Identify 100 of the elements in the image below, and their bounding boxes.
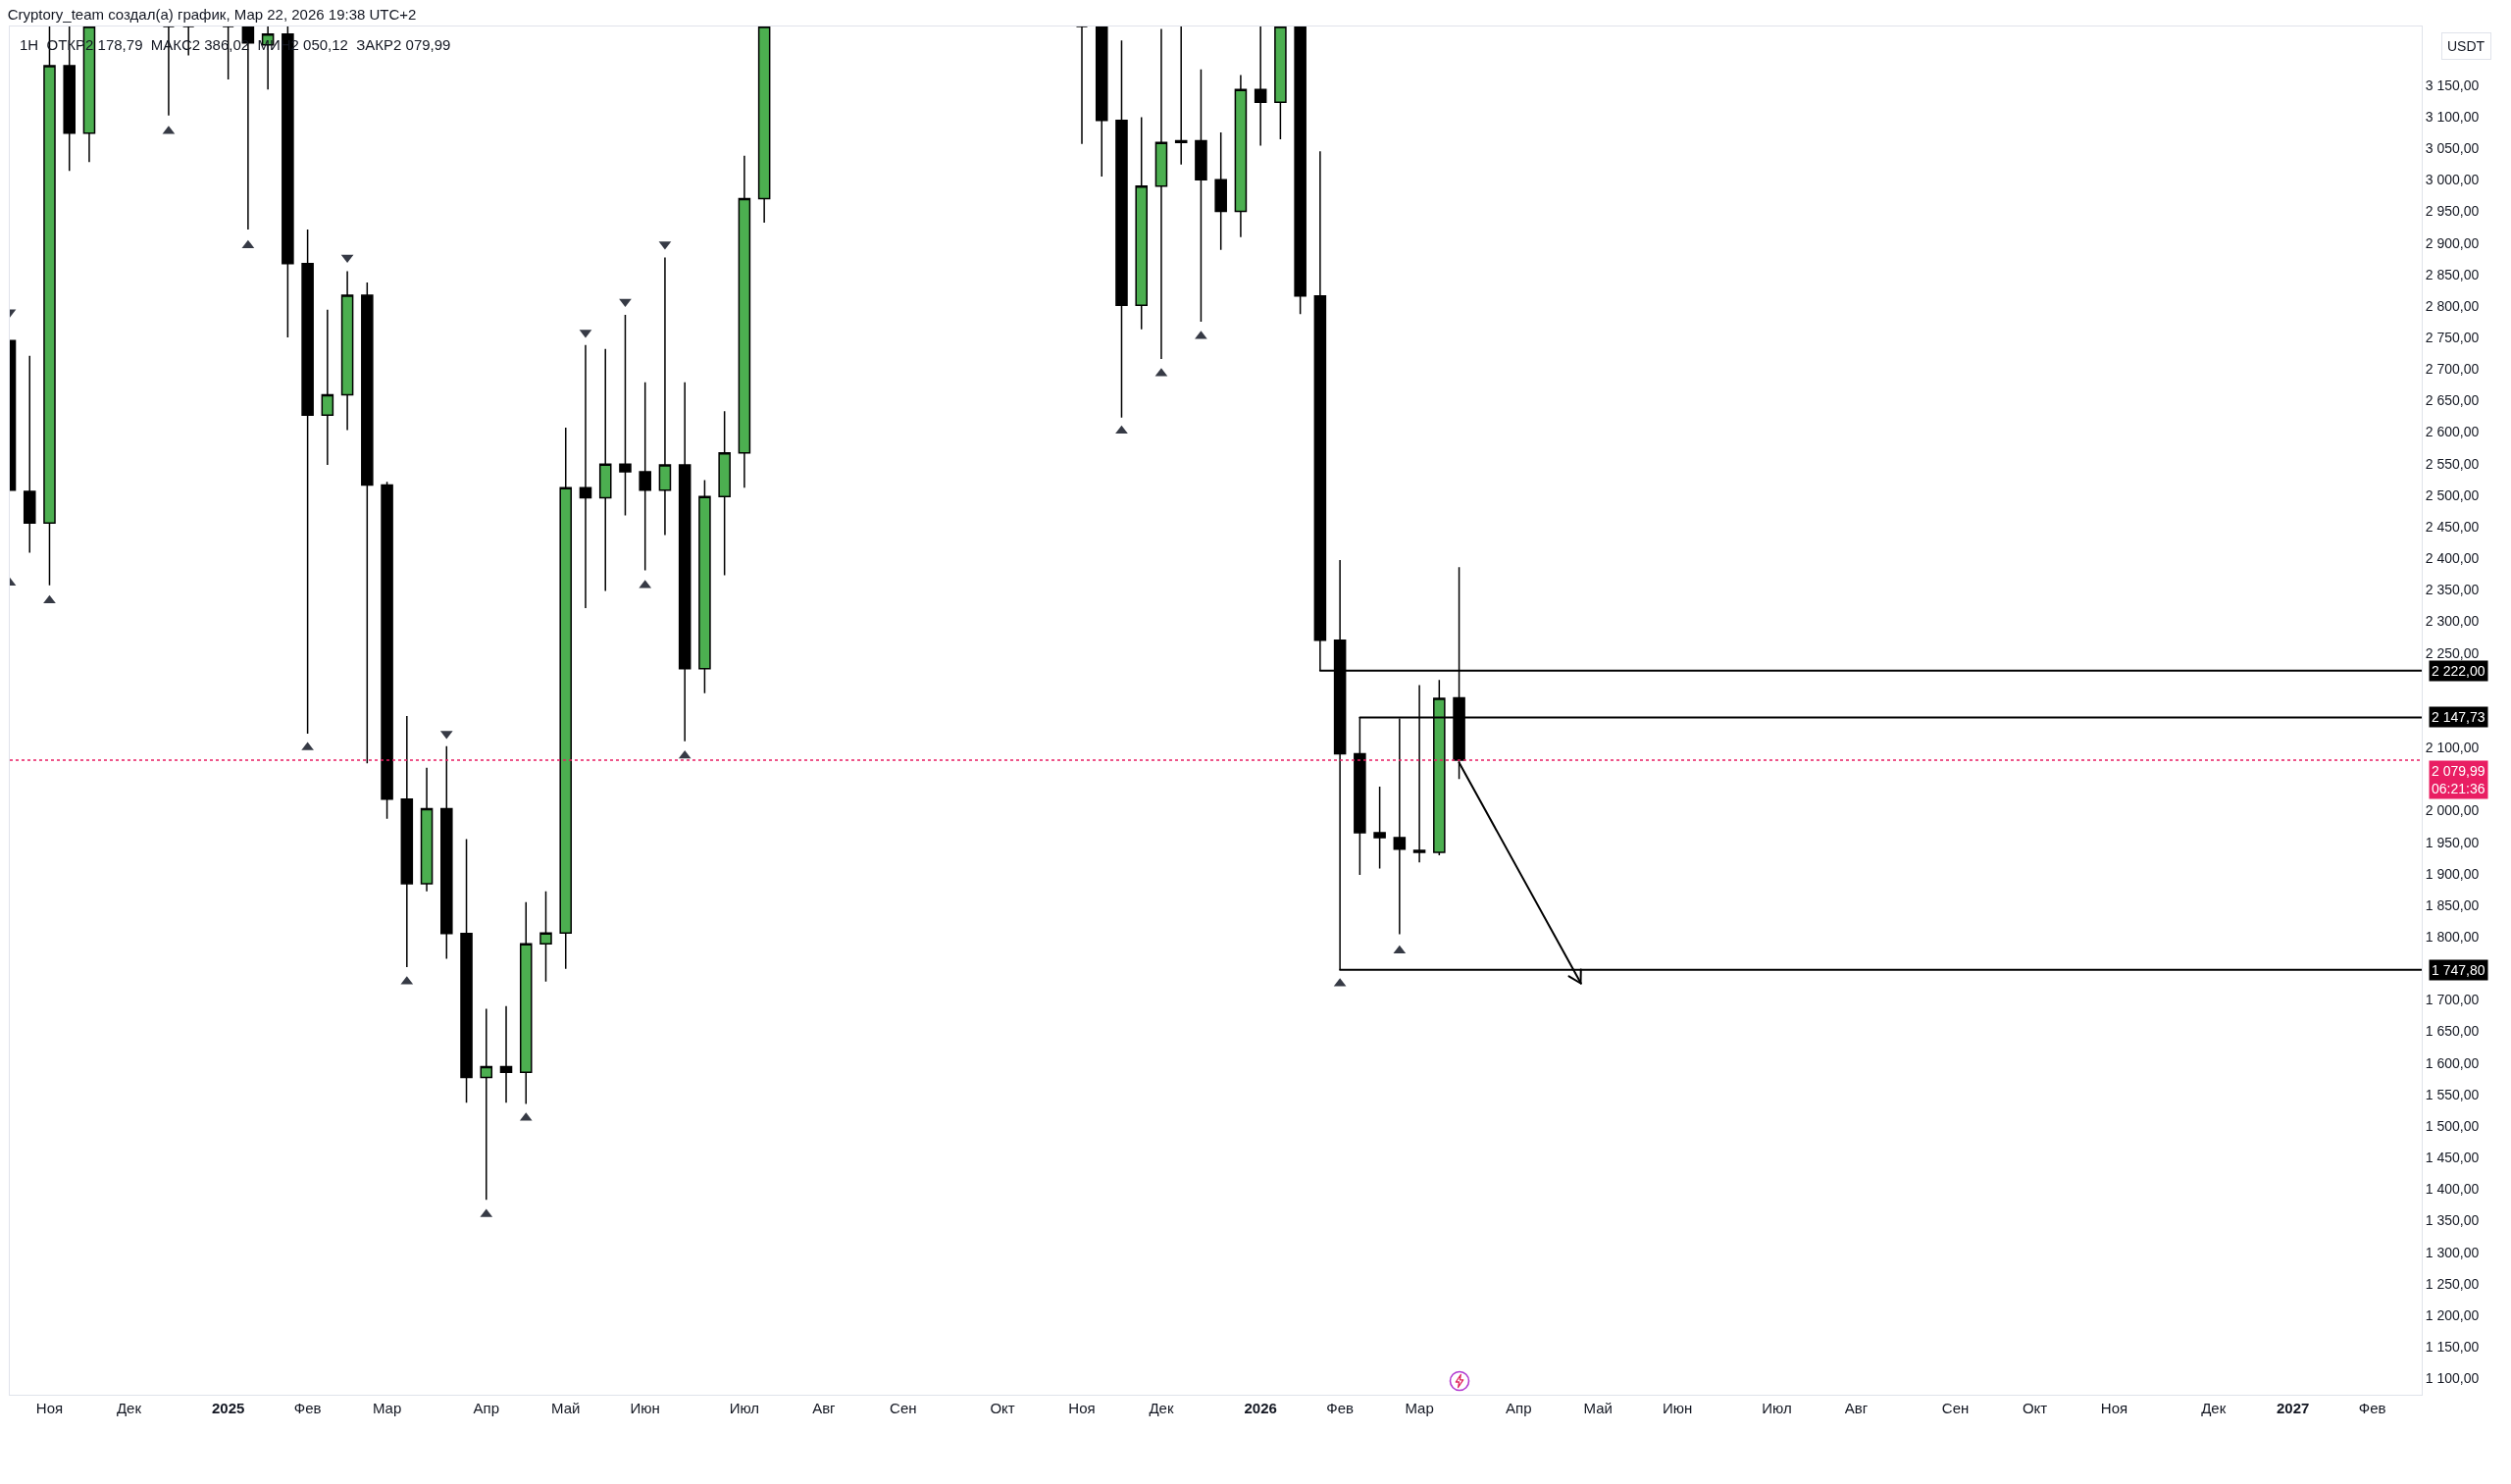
y-tick-label: 1 200,00 [2425,1306,2480,1323]
x-tick-label: Авг [1844,1400,1869,1416]
x-tick-label: Сен [890,1400,917,1416]
y-axis-title: USDT [2447,38,2485,54]
x-tick-label: Фев [2358,1400,2386,1416]
y-tick-label: 1 650,00 [2425,1023,2480,1040]
y-tick-label: 3 150,00 [2425,77,2480,93]
y-tick-label: 3 050,00 [2425,140,2480,157]
y-tick-label: 2 550,00 [2425,455,2480,472]
candlestick [678,381,692,742]
y-tick-label: 1 400,00 [2425,1181,2480,1198]
x-tick-label: Май [1583,1400,1613,1416]
y-tick-label: 1 950,00 [2425,834,2480,850]
candlestick [301,229,314,735]
x-tick-label: Мар [1405,1400,1434,1416]
x-tick-label: Июл [729,1400,760,1416]
y-tick-label: 1 350,00 [2425,1212,2480,1229]
y-tick-label: 1 550,00 [2425,1086,2480,1102]
y-tick-label: 3 000,00 [2425,172,2480,188]
candlestick [23,354,36,554]
x-tick-label: Дек [2201,1400,2227,1416]
candlestick [1254,26,1267,147]
x-tick-label: Фев [293,1400,322,1416]
y-tick-label: 1 700,00 [2425,992,2480,1008]
y-tick-label: 1 150,00 [2425,1339,2480,1356]
x-tick-label: 2025 [211,1400,245,1416]
x-tick-label: Апр [473,1400,500,1416]
y-tick-label: 2 750,00 [2425,329,2480,345]
y-tick-label: 2 450,00 [2425,518,2480,535]
candlestick [738,155,751,488]
candlestick [1373,786,1386,870]
y-tick-label: 2 600,00 [2425,424,2480,440]
x-tick-label: Ноя [35,1400,64,1416]
y-tick-label: 2 700,00 [2425,361,2480,378]
data-label: 2 222,00 [2432,663,2485,679]
x-tick-label: 2026 [1244,1400,1277,1416]
x-tick-label: Дек [1149,1400,1174,1416]
y-tick-label: 1 300,00 [2425,1244,2480,1260]
candlestick [460,838,473,1103]
y-tick-label: 1 250,00 [2425,1275,2480,1292]
candlestick [598,347,612,592]
x-tick-label: Сен [1941,1400,1970,1416]
candlestick [1274,26,1287,140]
candlestick [1095,26,1108,178]
y-tick-label: 2 800,00 [2425,297,2480,314]
x-tick-label: Апр [1506,1400,1532,1416]
chart-title: Cryptory_team создал(а) график, Мар 22, 2026 19:38 UTC+2 [7,6,417,24]
candlestick [440,745,453,960]
y-tick-label: 3 100,00 [2425,108,2480,125]
y-tick-label: 2 400,00 [2425,550,2480,567]
candlestick [1135,116,1148,331]
candlestick [1154,27,1168,360]
candlestick [1234,74,1248,238]
candlestick [519,900,533,1105]
candlestick [559,427,573,970]
candlestick [1214,131,1227,251]
candlestick [420,766,434,893]
x-tick-label: Июн [1663,1400,1693,1416]
candlestick [361,281,374,764]
x-tick-label: Ноя [1068,1400,1096,1416]
y-tick-label: 2 650,00 [2425,392,2480,409]
x-tick-label: Авг [812,1400,837,1416]
y-tick-label: 2 350,00 [2425,582,2480,598]
candlestick [1174,26,1188,166]
y-tick-label: 2 500,00 [2425,486,2480,503]
y-tick-label: 2 100,00 [2425,740,2480,756]
data-label: 2 147,73 [2432,709,2485,725]
x-tick-label: Окт [2022,1400,2048,1416]
y-tick-label: 2 250,00 [2425,644,2480,661]
y-tick-label: 2 900,00 [2425,234,2480,251]
x-tick-label: Июн [630,1400,660,1416]
y-tick-label: 1 850,00 [2425,896,2480,913]
candlestick [1294,26,1307,316]
candlestick [499,1005,513,1103]
candlestick [1195,68,1207,323]
candlestick [757,26,771,224]
y-tick-label: 2 950,00 [2425,203,2480,220]
y-tick-label: 1 450,00 [2425,1150,2480,1166]
candlestick [639,381,651,572]
candlestick [381,481,393,820]
candlestick [619,314,632,517]
y-tick-label: 1 600,00 [2425,1054,2480,1071]
x-tick-label: Мар [372,1400,402,1416]
ref-line-label: 2 079,99 06:21:36 [2432,763,2485,797]
candlestick [658,256,672,537]
y-tick-label: 1 900,00 [2425,865,2480,882]
y-tick-label: 1 800,00 [2425,928,2480,945]
x-tick-label: Дек [116,1400,142,1416]
x-tick-label: Окт [990,1400,1015,1416]
y-tick-label: 1 500,00 [2425,1117,2480,1134]
y-tick-label: 2 850,00 [2425,266,2480,282]
point [678,749,692,759]
x-tick-label: Май [551,1400,581,1416]
x-tick-label: Июл [1762,1400,1792,1416]
candlestick [400,715,414,968]
candlestick [1115,39,1128,419]
x-tick-label: Фев [1326,1400,1355,1416]
candlestick [698,479,711,694]
candlestick [718,410,731,577]
y-tick-label: 1 100,00 [2425,1370,2480,1387]
